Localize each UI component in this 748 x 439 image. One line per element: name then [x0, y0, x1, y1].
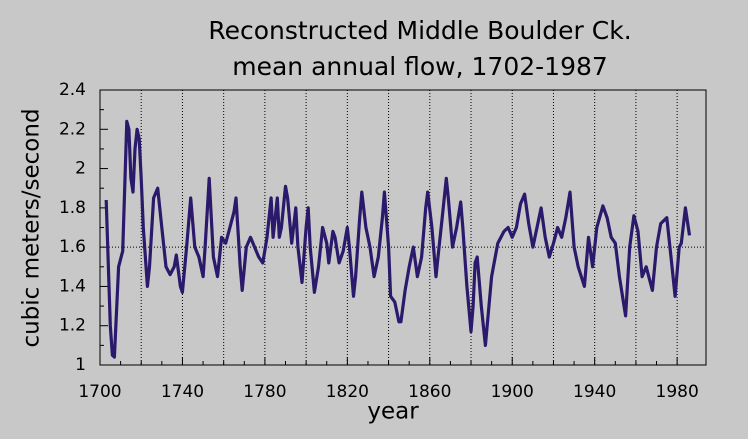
y-axis-label: cubic meters/second: [19, 108, 45, 347]
x-tick-label: 1900: [491, 382, 534, 402]
y-tick-label: 1.6: [59, 237, 86, 257]
x-tick-label: 1860: [408, 382, 451, 402]
y-tick-label: 1.4: [59, 276, 86, 296]
x-tick-label: 1700: [78, 382, 121, 402]
y-tick-label: 2.4: [59, 80, 86, 100]
x-tick-label: 1980: [656, 382, 699, 402]
y-tick-label: 2: [75, 159, 86, 179]
data-line: [104, 119, 692, 359]
x-tick-label: 1820: [326, 382, 369, 402]
chart-title: Reconstructed Middle Boulder Ck.: [208, 16, 631, 45]
plot-frame: [99, 89, 707, 366]
chart-title: mean annual flow, 1702-1987: [232, 52, 608, 81]
x-axis-label: year: [367, 399, 419, 425]
x-tick-label: 1780: [243, 382, 286, 402]
x-tick-label: 1740: [161, 382, 204, 402]
x-tick-label: 1940: [573, 382, 616, 402]
y-tick-label: 1.2: [59, 316, 86, 336]
y-tick-label: 1.8: [59, 198, 86, 218]
y-tick-label: 2.2: [59, 119, 86, 139]
y-tick-label: 1: [75, 355, 86, 375]
